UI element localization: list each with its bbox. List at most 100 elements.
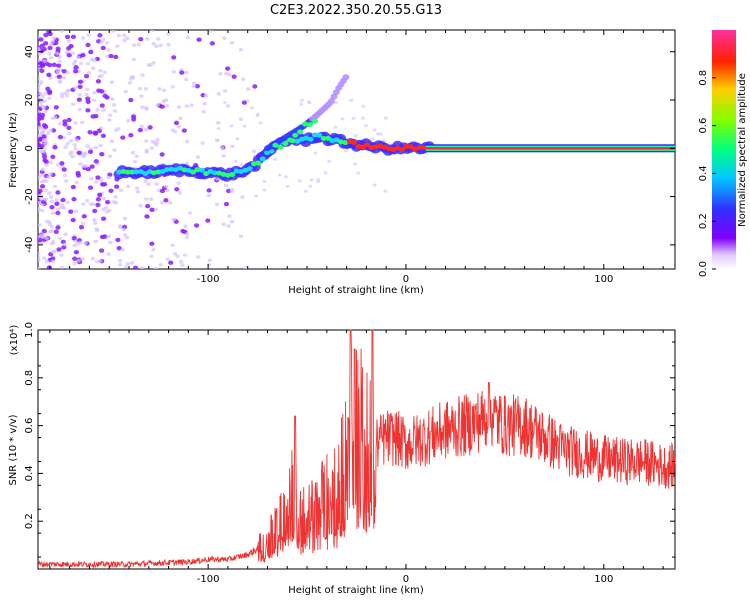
noise-point [43,197,48,202]
noise-point [273,157,278,161]
noise-point [38,137,43,143]
noise-point [185,35,190,40]
noise-point [108,240,113,245]
noise-point [123,89,129,94]
noise-point [360,116,365,120]
noise-point [66,117,72,123]
noise-point [101,207,106,212]
noise-point [70,217,76,223]
noise-point [303,189,308,193]
noise-point [73,85,78,90]
noise-point [57,121,62,126]
noise-point [76,97,82,102]
noise-point [92,208,98,214]
noise-point [111,200,117,204]
noise-point [98,143,103,148]
noise-point [214,202,220,207]
ridge-core [311,132,318,138]
noise-point [126,184,131,189]
noise-point [131,57,137,62]
noise-point [307,100,312,104]
noise-point [150,30,155,32]
noise-point [220,146,225,150]
noise-point [81,164,86,168]
noise-point [38,91,43,96]
noise-point [38,196,44,201]
noise-point [159,152,165,157]
noise-point [99,248,105,253]
noise-point [46,175,51,179]
noise-point [262,179,267,184]
noise-point [124,235,130,240]
noise-point [44,179,49,184]
noise-point [166,32,171,36]
noise-point [173,120,180,126]
ridge-core [211,170,218,176]
noise-point [122,33,127,38]
noise-point [130,75,136,80]
noise-point [65,49,70,54]
noise-point [137,86,143,91]
colorbar-tick-label: 0.0 [698,261,709,277]
noise-point [144,148,150,153]
noise-point [216,120,221,125]
noise-point [59,253,64,257]
ridge-core [259,156,266,162]
noise-point [153,267,159,269]
noise-point [80,120,85,125]
noise-point [50,240,56,244]
noise-point [73,121,78,125]
noise-point [39,180,45,184]
noise-point [363,124,368,128]
noise-point [187,211,193,215]
noise-point [92,91,97,95]
noise-point [184,70,189,75]
noise-point [65,200,71,205]
noise-point [183,224,188,229]
noise-point [180,263,185,267]
noise-point [243,266,249,269]
noise-point [136,42,142,47]
noise-point [46,265,52,269]
noise-point [201,109,206,114]
ridge-core [403,143,410,149]
noise-point [277,173,282,177]
y-tick-label: -20 [24,188,35,204]
noise-point [118,262,123,267]
noise-point [51,62,57,68]
noise-point [68,43,74,49]
noise-point [78,61,84,66]
ridge-core [124,169,131,175]
noise-point [137,127,143,133]
noise-point [80,221,86,226]
noise-point [297,179,302,183]
noise-point [43,41,49,46]
noise-point [39,112,46,118]
noise-point [251,149,257,154]
noise-point [159,104,165,109]
noise-point [170,85,175,89]
noise-point [139,266,145,269]
noise-point [49,224,55,229]
noise-point [241,77,246,82]
noise-point [73,59,78,64]
noise-point [62,173,68,178]
noise-point [115,237,121,243]
y-tick-label: 0 [24,145,35,151]
noise-point [130,150,136,155]
noise-point [80,256,85,261]
noise-point [215,176,220,181]
noise-point [148,197,154,202]
noise-point [85,144,90,148]
noise-point [229,219,235,224]
noise-point [370,137,375,141]
noise-point [82,152,88,157]
noise-point [43,109,48,114]
ridge-core [325,135,332,141]
noise-point [106,252,111,256]
noise-point [102,182,108,187]
noise-point [72,256,78,261]
noise-point [44,163,49,167]
noise-point [227,72,232,77]
noise-point [146,182,151,186]
